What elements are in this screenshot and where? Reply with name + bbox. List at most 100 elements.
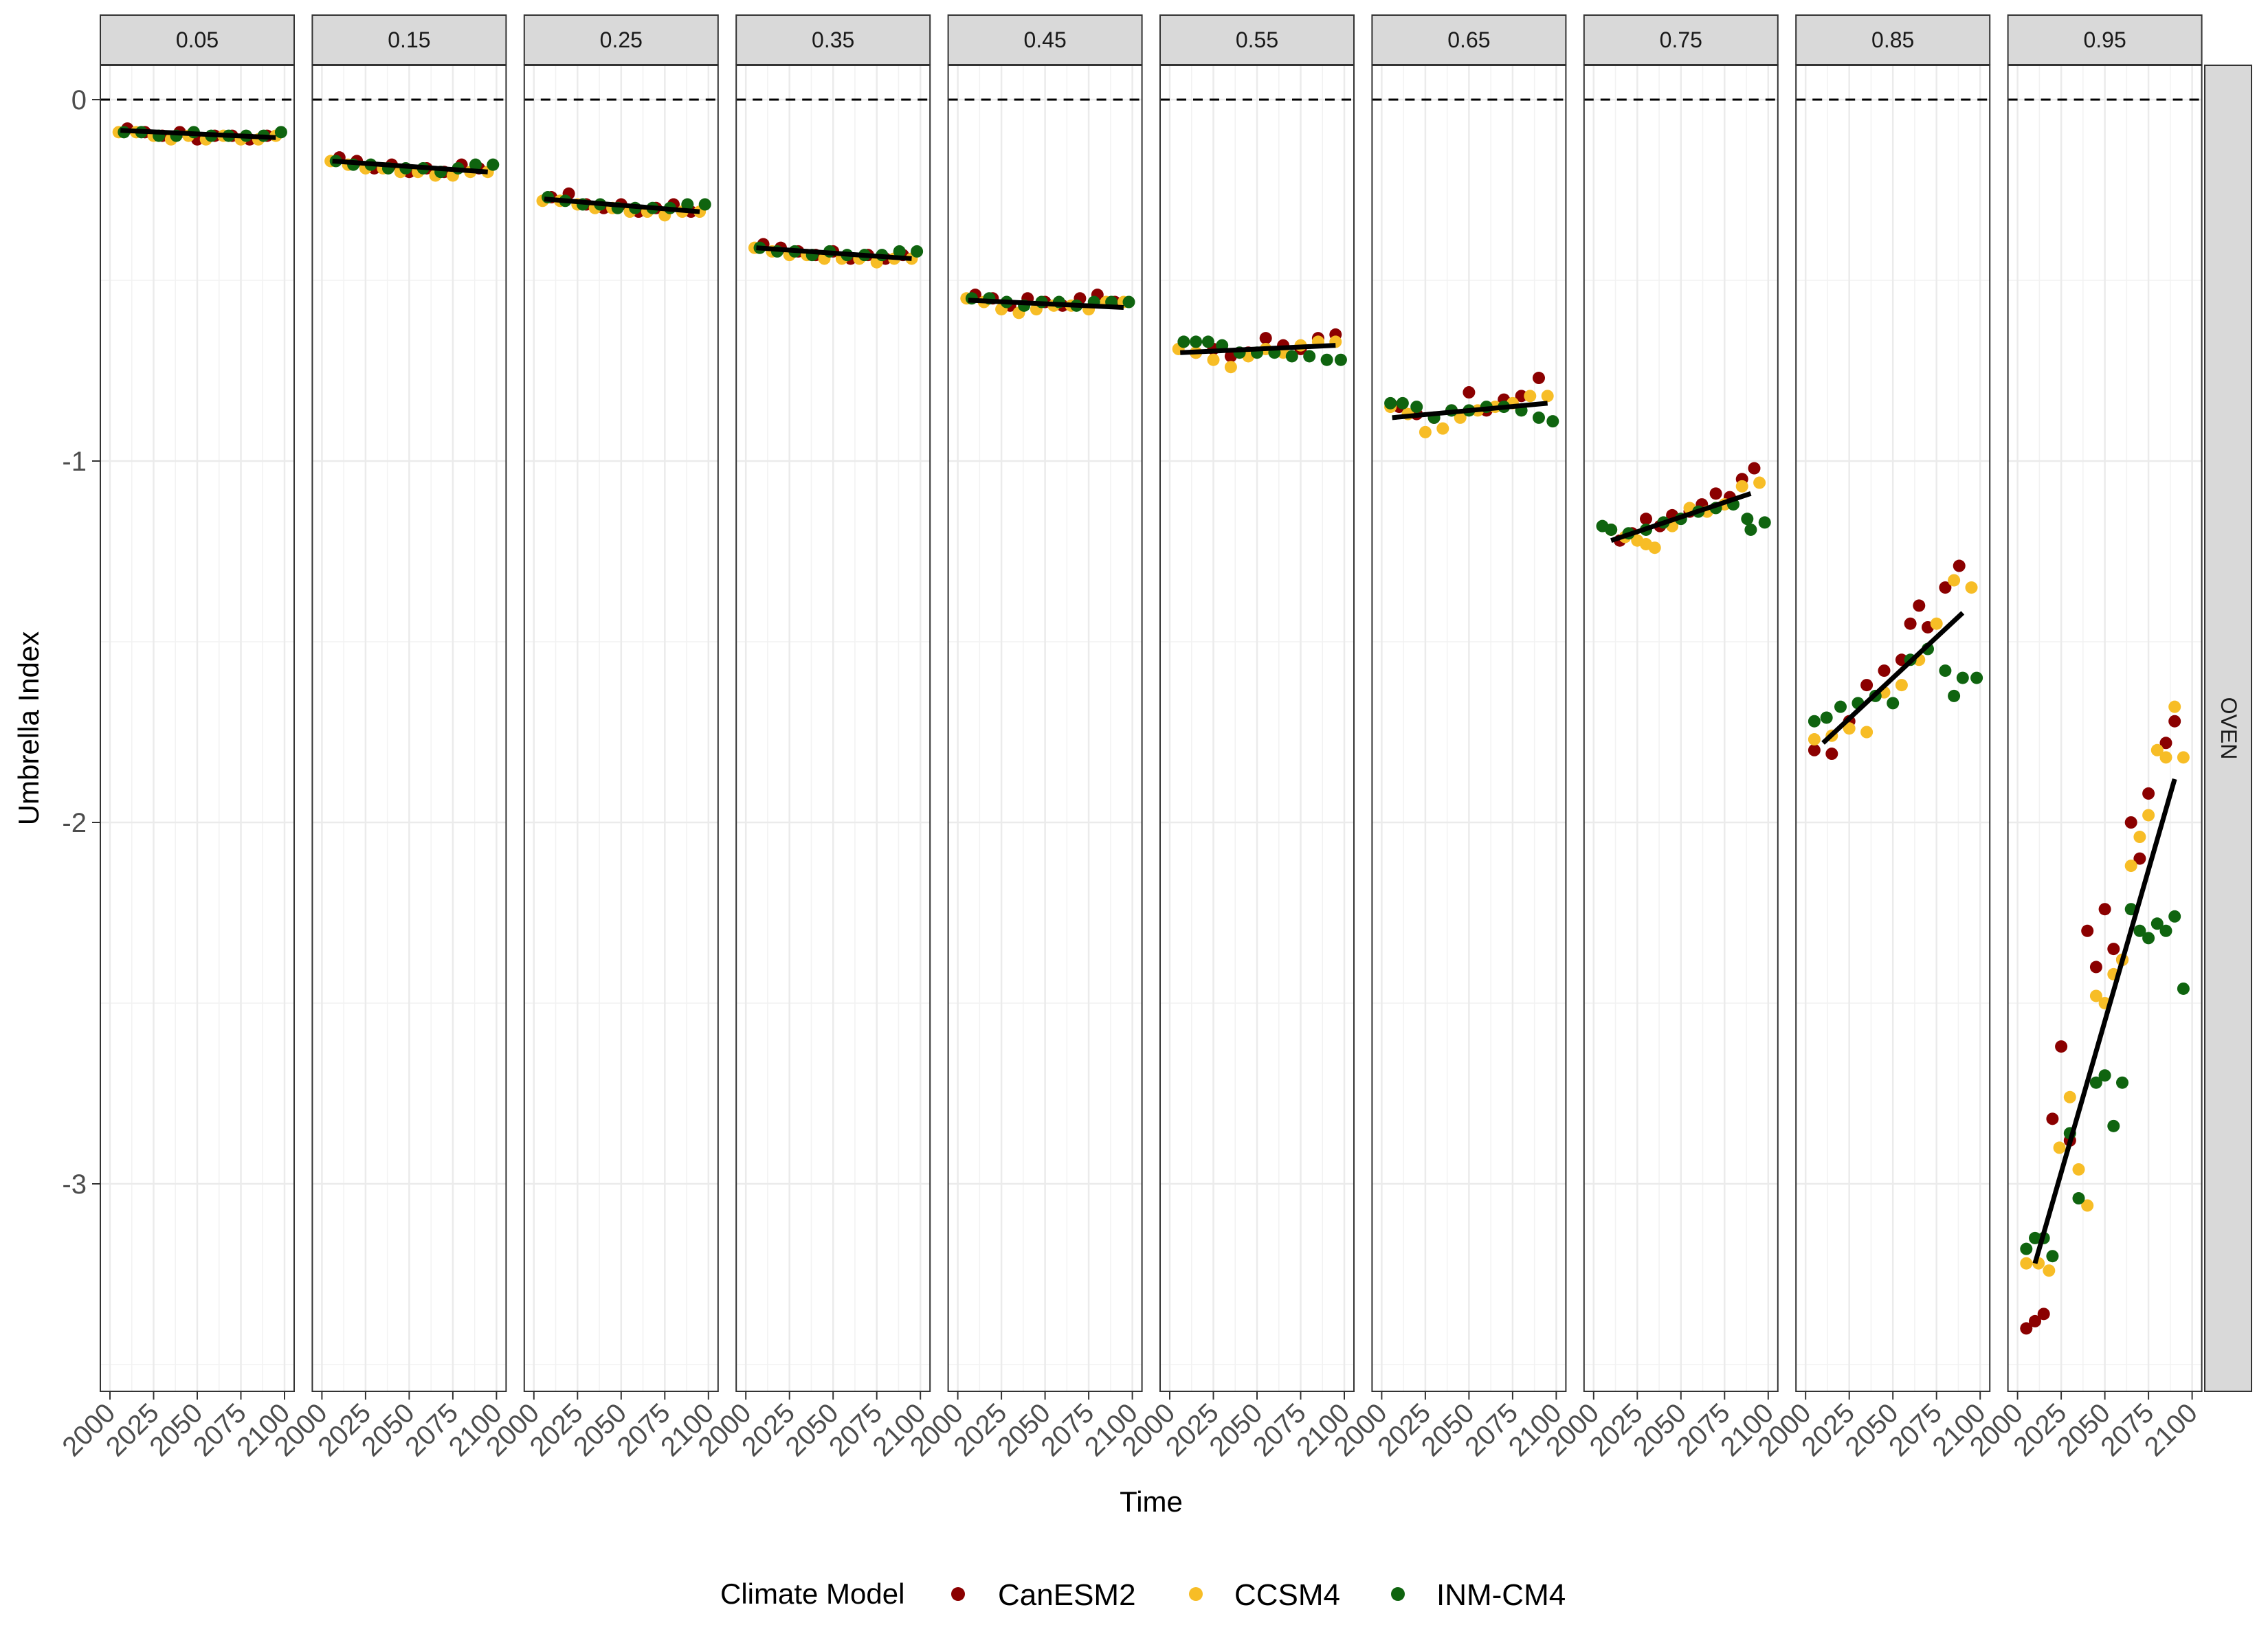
data-point	[2177, 751, 2190, 764]
data-point	[1895, 653, 1908, 666]
legend: Climate Model CanESM2 CCSM4 INM-CM4	[720, 1578, 1566, 1612]
data-point	[2133, 852, 2146, 865]
data-point	[2055, 1040, 2068, 1053]
data-point	[2159, 751, 2172, 764]
y-tick-label: -1	[62, 447, 87, 477]
data-point	[1808, 743, 1821, 756]
x-axis-title: Time	[1120, 1485, 1183, 1518]
data-point	[1640, 513, 1652, 526]
facet-strip-label: 0.65	[1447, 27, 1490, 52]
data-point	[2133, 831, 2146, 844]
data-point	[1320, 353, 1333, 366]
data-point	[1224, 361, 1237, 374]
data-point	[2020, 1242, 2033, 1255]
data-point	[274, 126, 287, 139]
legend-label-ccsm4: CCSM4	[1234, 1578, 1340, 1612]
trend-line	[968, 298, 1124, 310]
data-point	[1965, 581, 1978, 594]
data-point	[1948, 689, 1961, 702]
facet-strip	[735, 14, 931, 65]
data-point	[1956, 671, 1969, 684]
y-axis-title: Umbrella Index	[12, 631, 45, 825]
data-point	[1741, 513, 1754, 526]
data-point	[1533, 372, 1545, 385]
data-point	[1953, 559, 1966, 572]
data-point	[1201, 335, 1214, 348]
data-point	[1970, 671, 1983, 684]
data-point	[1463, 386, 1476, 399]
row-strip-background	[2204, 65, 2252, 1392]
data-point	[1808, 715, 1821, 728]
trend-line	[120, 128, 276, 140]
data-point	[2046, 1250, 2059, 1263]
data-point	[1735, 480, 1748, 493]
y-axis: 0 -1 -2 -3	[62, 85, 100, 1200]
facet-strip-label: 0.25	[600, 27, 643, 52]
data-point	[1533, 411, 1545, 424]
data-point	[1454, 411, 1467, 424]
data-point	[2150, 743, 2164, 756]
data-point	[1753, 476, 1766, 489]
data-point	[2072, 1192, 2085, 1205]
data-point	[2020, 1322, 2033, 1335]
data-point	[1334, 353, 1347, 366]
facet-panels: 0.05200020252050207521000.15200020252050…	[56, 14, 2203, 1462]
facet-strip	[523, 14, 719, 65]
data-point	[1419, 425, 1432, 438]
data-point	[2089, 961, 2102, 974]
data-point	[1887, 697, 1900, 710]
data-point	[1303, 350, 1316, 363]
data-point	[2043, 1264, 2056, 1277]
facet-strip-label: 0.75	[1660, 27, 1702, 52]
data-point	[1396, 396, 1409, 410]
data-point	[1939, 664, 1952, 677]
data-point	[2124, 816, 2137, 829]
row-facet-strip: OVEN	[2204, 65, 2252, 1392]
data-point	[2168, 715, 2181, 728]
data-point	[2159, 924, 2172, 937]
data-point	[1895, 679, 1908, 692]
legend-label-canesm2: CanESM2	[998, 1578, 1136, 1612]
data-point	[1939, 581, 1952, 594]
data-point	[2133, 924, 2146, 937]
data-point	[698, 198, 711, 211]
data-point	[1177, 335, 1190, 348]
data-point	[1834, 700, 1847, 713]
facet-strip-label: 0.05	[176, 27, 219, 52]
data-point	[2124, 860, 2137, 873]
data-point	[2177, 982, 2190, 995]
facet-strip	[2007, 14, 2203, 65]
data-point	[1541, 390, 1554, 403]
legend-key-ccsm4	[1189, 1587, 1203, 1601]
trend-line	[332, 158, 488, 175]
data-point	[2168, 700, 2181, 713]
data-point	[1808, 733, 1821, 746]
data-point	[1930, 617, 1943, 630]
facet-strip	[311, 14, 507, 65]
facet-strip-label: 0.15	[388, 27, 430, 52]
trend-line	[1392, 401, 1548, 420]
data-point	[1860, 679, 1874, 692]
legend-label-inm-cm4: INM-CM4	[1436, 1578, 1566, 1612]
data-point	[911, 245, 924, 258]
data-point	[1709, 487, 1722, 500]
data-point	[2037, 1308, 2050, 1321]
data-point	[1948, 574, 1961, 587]
data-point	[893, 245, 906, 258]
data-point	[2063, 1090, 2076, 1103]
data-point	[487, 158, 500, 171]
data-point	[2107, 943, 2120, 956]
data-point	[1190, 335, 1203, 348]
data-point	[2159, 737, 2172, 750]
data-point	[1285, 350, 1298, 363]
data-point	[1744, 523, 1757, 536]
data-point	[2089, 1076, 2102, 1089]
facet-strip	[1159, 14, 1355, 65]
y-tick-label: 0	[71, 85, 87, 115]
trend-line	[1610, 491, 1752, 543]
